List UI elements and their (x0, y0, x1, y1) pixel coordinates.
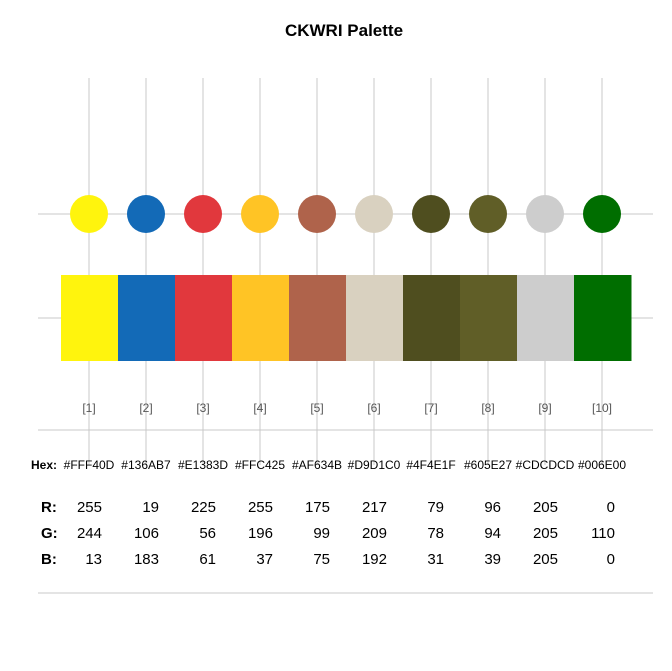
channel-value: 13 (85, 551, 102, 568)
channel-value: 209 (362, 525, 387, 542)
index-label: [7] (424, 401, 437, 415)
channel-value: 37 (256, 551, 273, 568)
color-dot (127, 195, 165, 233)
hex-value: #CDCDCD (516, 458, 575, 472)
channel-label: G: (41, 525, 58, 542)
channel-value: 175 (305, 499, 330, 516)
color-swatch (460, 275, 518, 361)
color-swatch (61, 275, 119, 361)
hex-value: #605E27 (464, 458, 512, 472)
channel-value: 205 (533, 525, 558, 542)
channel-value: 255 (248, 499, 273, 516)
channel-value: 56 (199, 525, 216, 542)
channel-value: 99 (313, 525, 330, 542)
rgb-table: R: 255 19 225 255 175 217 79 96 205 0 G: 244 106 56 196… (41, 499, 615, 568)
channel-value: 183 (134, 551, 159, 568)
color-dot (526, 195, 564, 233)
index-label: [8] (481, 401, 494, 415)
color-dot (298, 195, 336, 233)
index-label: [2] (139, 401, 152, 415)
channel-label: B: (41, 551, 57, 568)
channel-value: 205 (533, 499, 558, 516)
hex-value: #006E00 (578, 458, 626, 472)
color-dot (70, 195, 108, 233)
channel-label: R: (41, 499, 57, 516)
color-dot (241, 195, 279, 233)
color-swatch (403, 275, 461, 361)
channel-value: 0 (607, 499, 615, 516)
channel-value: 78 (427, 525, 444, 542)
color-dot (583, 195, 621, 233)
channel-value: 225 (191, 499, 216, 516)
channel-value: 255 (77, 499, 102, 516)
index-label: [10] (592, 401, 612, 415)
color-dot (184, 195, 222, 233)
index-label: [3] (196, 401, 209, 415)
chart-title: CKWRI Palette (285, 21, 403, 40)
index-label: [4] (253, 401, 266, 415)
color-dot (412, 195, 450, 233)
channel-value: 217 (362, 499, 387, 516)
index-label: [6] (367, 401, 380, 415)
hex-value: #AF634B (292, 458, 342, 472)
color-swatch (346, 275, 404, 361)
channel-value: 39 (484, 551, 501, 568)
channel-value: 110 (591, 525, 615, 542)
index-label: [1] (82, 401, 95, 415)
channel-value: 61 (199, 551, 216, 568)
hex-value: #4F4E1F (406, 458, 455, 472)
channel-value: 244 (77, 525, 102, 542)
channel-value: 106 (134, 525, 159, 542)
hex-value: #FFF40D (64, 458, 115, 472)
hex-value: #FFC425 (235, 458, 285, 472)
channel-value: 19 (142, 499, 159, 516)
hex-value: #136AB7 (121, 458, 171, 472)
color-swatch (175, 275, 233, 361)
channel-value: 79 (427, 499, 444, 516)
hex-value: #D9D1C0 (348, 458, 401, 472)
index-labels: [1] [2] [3] [4] [5] [6] [7] [8] [9] [10] (82, 401, 612, 415)
channel-value: 31 (427, 551, 444, 568)
channel-value: 96 (484, 499, 501, 516)
index-label: [9] (538, 401, 551, 415)
color-strip (61, 275, 632, 361)
color-swatch (574, 275, 632, 361)
hex-row-label: Hex: (31, 458, 57, 472)
color-dots (70, 195, 621, 233)
color-swatch (517, 275, 575, 361)
channel-value: 196 (248, 525, 273, 542)
channel-value: 205 (533, 551, 558, 568)
color-swatch (232, 275, 290, 361)
index-label: [5] (310, 401, 323, 415)
channel-value: 94 (484, 525, 501, 542)
color-dot (469, 195, 507, 233)
channel-value: 192 (362, 551, 387, 568)
hex-row: #FFF40D #136AB7 #E1383D #FFC425 #AF634B #D9D1… (64, 458, 627, 472)
color-swatch (118, 275, 176, 361)
channel-value: 0 (607, 551, 615, 568)
color-dot (355, 195, 393, 233)
channel-value: 75 (313, 551, 330, 568)
hex-value: #E1383D (178, 458, 228, 472)
color-swatch (289, 275, 347, 361)
